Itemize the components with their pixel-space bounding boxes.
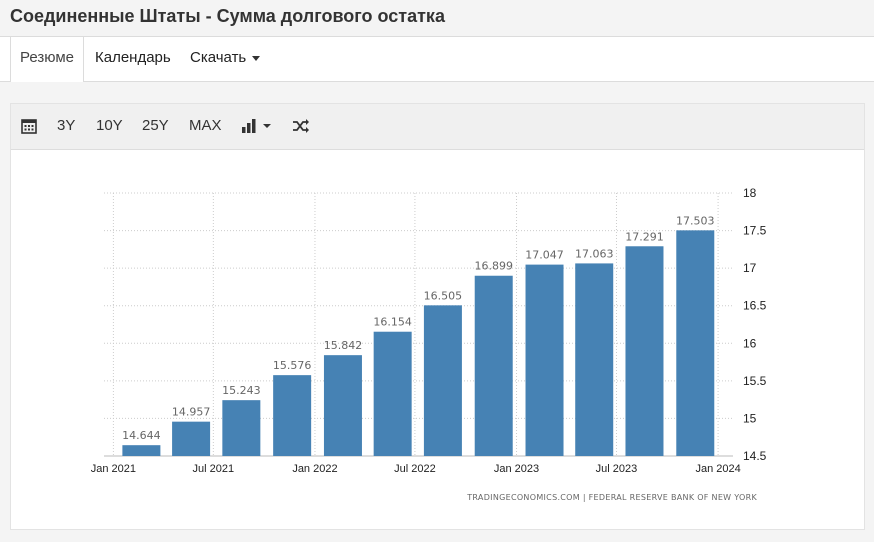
bar-value-label: 17.291: [625, 230, 664, 243]
bar: [273, 375, 312, 456]
range-25y-button[interactable]: 25Y: [142, 117, 169, 134]
bar: [222, 400, 261, 456]
x-tick-label: Jul 2023: [596, 463, 638, 475]
title-bar: Соединенные Штаты - Сумма долгового оста…: [0, 0, 874, 36]
bar-value-label: 15.842: [324, 339, 363, 352]
x-tick-label: Jul 2022: [394, 463, 436, 475]
tab-download-label: Скачать: [190, 49, 247, 66]
y-tick-label: 14.5: [743, 449, 767, 463]
y-tick-label: 16.5: [743, 299, 767, 313]
page-title: Соединенные Штаты - Сумма долгового оста…: [10, 6, 445, 26]
y-tick-label: 17: [743, 261, 757, 275]
tab-summary[interactable]: Резюме: [10, 37, 84, 82]
bar-value-label: 14.957: [172, 406, 211, 419]
bar-value-label: 17.063: [575, 247, 614, 260]
tabs-bar: Резюме Календарь Скачать: [0, 36, 874, 82]
x-tick-label: Jan 2022: [292, 463, 337, 475]
range-3y-button[interactable]: 3Y: [57, 117, 76, 134]
bar-value-label: 14.644: [122, 429, 161, 442]
bar: [373, 331, 412, 456]
bar: [575, 263, 614, 456]
y-tick-label: 15.5: [743, 374, 767, 388]
bar-chart-icon[interactable]: [241, 118, 275, 134]
bar: [676, 230, 715, 456]
x-tick-label: Jan 2024: [695, 463, 740, 475]
bar: [474, 275, 513, 456]
bar: [323, 355, 362, 456]
chart-toolbar: 3Y 10Y 25Y MAX: [11, 104, 864, 150]
bar: [625, 246, 664, 456]
bar: [423, 305, 462, 456]
y-tick-label: 15: [743, 411, 757, 425]
tab-download[interactable]: Скачать: [190, 37, 261, 81]
tab-calendar[interactable]: Календарь: [95, 49, 171, 66]
x-tick-label: Jul 2021: [193, 463, 235, 475]
bar-value-label: 15.243: [222, 384, 261, 397]
calendar-icon[interactable]: [21, 118, 37, 134]
source-text: TRADINGECONOMICS.COM | FEDERAL RESERVE B…: [466, 493, 757, 502]
bar-value-label: 15.576: [273, 359, 312, 372]
y-tick-label: 16: [743, 336, 757, 350]
bar-value-label: 17.503: [676, 214, 715, 227]
bar: [525, 264, 564, 456]
x-tick-label: Jan 2021: [91, 463, 136, 475]
range-10y-button[interactable]: 10Y: [96, 117, 123, 134]
bar-value-label: 16.154: [373, 316, 412, 329]
range-max-button[interactable]: MAX: [189, 117, 222, 134]
y-tick-label: 18: [743, 186, 757, 200]
x-tick-label: Jan 2023: [494, 463, 539, 475]
caret-down-icon: [252, 55, 261, 61]
y-tick-label: 17.5: [743, 224, 767, 238]
bar-value-label: 16.505: [424, 289, 463, 302]
bar: [122, 445, 161, 456]
bar-value-label: 16.899: [474, 260, 513, 273]
shuffle-icon[interactable]: [292, 118, 310, 134]
bar: [172, 421, 211, 456]
bar-value-label: 17.047: [525, 249, 564, 262]
